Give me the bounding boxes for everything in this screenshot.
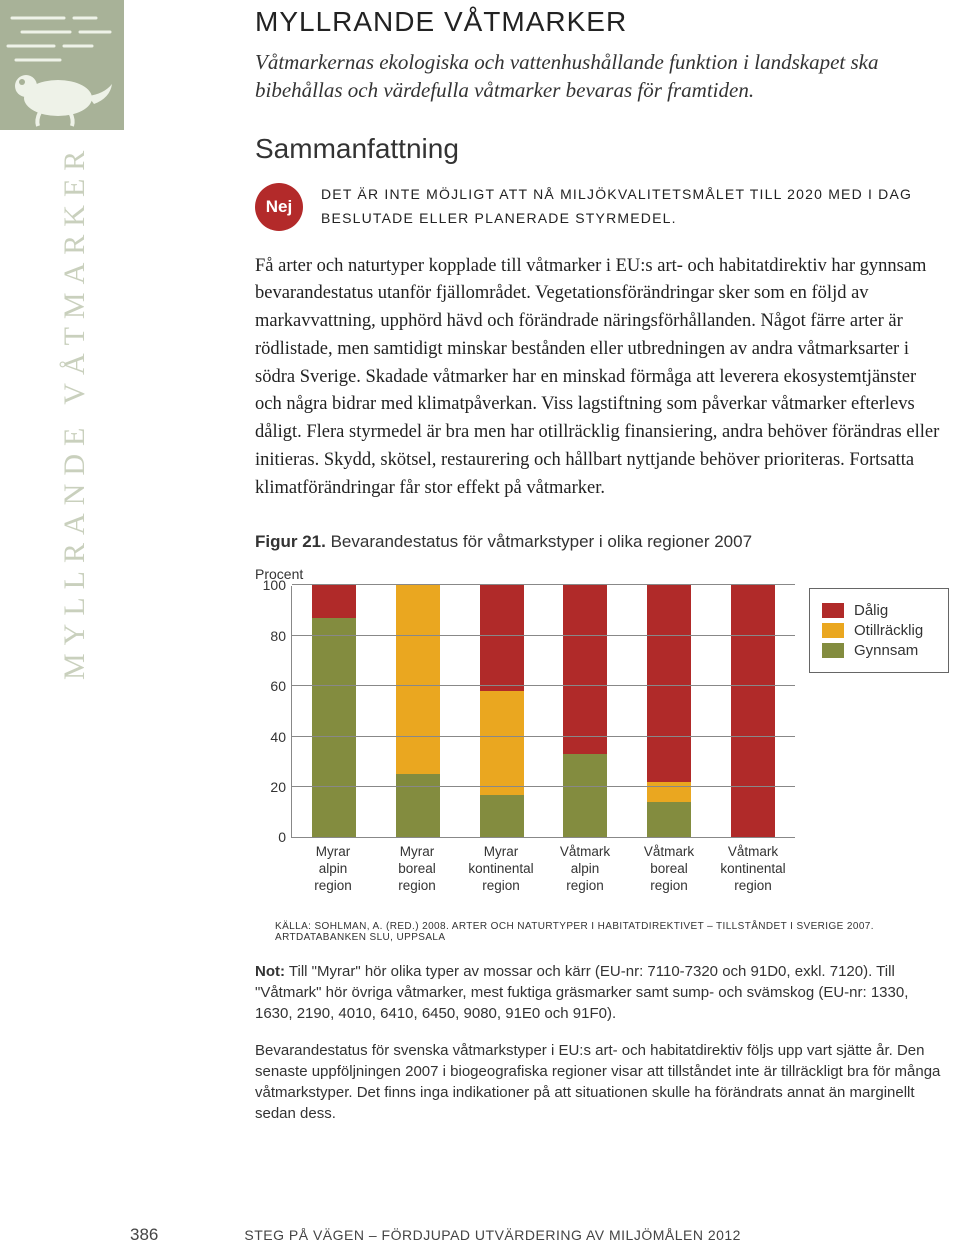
legend-swatch	[822, 623, 844, 638]
chart-gridline	[292, 635, 795, 636]
y-axis-label: Procent	[255, 566, 950, 582]
chart-xlabel: Myrarkontinentalregion	[459, 844, 543, 895]
chart-xlabel: Våtmarkkontinentalregion	[711, 844, 795, 895]
chart-bar-segment	[480, 585, 524, 691]
summary-heading: Sammanfattning	[255, 133, 950, 165]
legend-label: Gynnsam	[854, 642, 918, 659]
figure-followup: Bevarandestatus för svenska våtmarkstype…	[255, 1040, 950, 1124]
chart-area: 020406080100 MyraralpinregionMyrarboreal…	[255, 586, 795, 895]
chart-xlabel: Myrarborealregion	[375, 844, 459, 895]
figure-note-label: Not:	[255, 963, 285, 980]
legend-label: Otillräcklig	[854, 622, 923, 639]
chart-gridline	[292, 736, 795, 737]
chart-ytick: 20	[258, 779, 286, 795]
assessment-text: DET ÄR INTE MÖJLIGT ATT NÅ MILJÖKVALITET…	[321, 183, 950, 231]
assessment-row: Nej DET ÄR INTE MÖJLIGT ATT NÅ MILJÖKVAL…	[255, 183, 950, 231]
chart-bars	[292, 586, 795, 837]
chart-xlabel: Myraralpinregion	[291, 844, 375, 895]
chart-bar-segment	[647, 802, 691, 837]
chart-bar	[396, 585, 440, 837]
chart-bar-segment	[312, 618, 356, 837]
chart-bar	[647, 585, 691, 837]
chart-bar-segment	[563, 754, 607, 837]
chart-ytick: 100	[258, 577, 286, 593]
figure-note: Not: Till "Myrar" hör olika typer av mos…	[255, 961, 950, 1024]
page-title: MYLLRANDE VÅTMARKER	[255, 6, 950, 38]
chart-bar-segment	[480, 691, 524, 794]
figure-caption-text: Bevarandestatus för våtmarkstyper i olik…	[331, 532, 752, 551]
chart-bar-segment	[396, 585, 440, 774]
page-subtitle: Våtmarkernas ekologiska och vattenhushål…	[255, 48, 895, 105]
legend-swatch	[822, 603, 844, 618]
chart-bar-segment	[731, 585, 775, 837]
legend-item: Otillräcklig	[822, 622, 934, 639]
chart-bar-segment	[563, 585, 607, 754]
chart-bar	[312, 585, 356, 837]
chart-ytick: 60	[258, 678, 286, 694]
wetland-icon	[0, 0, 124, 130]
chart-bar-segment	[647, 782, 691, 802]
chart-gridline	[292, 584, 795, 585]
side-section-label: MYLLRANDE VÅTMARKER	[58, 143, 92, 680]
chart-bar-segment	[480, 795, 524, 838]
legend-item: Gynnsam	[822, 642, 934, 659]
chart-ytick: 40	[258, 729, 286, 745]
chart-xlabel: Våtmarkborealregion	[627, 844, 711, 895]
chart-bar-segment	[396, 774, 440, 837]
chart-ytick: 80	[258, 628, 286, 644]
chart-bar	[563, 585, 607, 837]
figure-source: KÄLLA: SOHLMAN, A. (RED.) 2008. ARTER OC…	[275, 921, 950, 943]
chart: 020406080100 MyraralpinregionMyrarboreal…	[255, 586, 950, 895]
page-number: 386	[130, 1225, 158, 1245]
chart-bar-segment	[312, 585, 356, 618]
body-paragraph: Få arter och naturtyper kopplade till vå…	[255, 253, 945, 503]
figure-caption: Figur 21. Bevarandestatus för våtmarksty…	[255, 532, 950, 552]
chart-x-labels: MyraralpinregionMyrarborealregionMyrarko…	[291, 844, 795, 895]
chart-gridline	[292, 786, 795, 787]
legend-item: Dålig	[822, 602, 934, 619]
chart-plot: 020406080100	[291, 586, 795, 838]
footer-text: STEG PÅ VÄGEN – FÖRDJUPAD UTVÄRDERING AV…	[244, 1227, 741, 1243]
legend-swatch	[822, 643, 844, 658]
chart-gridline	[292, 685, 795, 686]
chart-bar	[731, 585, 775, 837]
figure-label: Figur 21.	[255, 532, 326, 551]
assessment-badge: Nej	[255, 183, 303, 231]
chart-bar-segment	[647, 585, 691, 782]
chart-xlabel: Våtmarkalpinregion	[543, 844, 627, 895]
chart-bar	[480, 585, 524, 837]
main-content: MYLLRANDE VÅTMARKER Våtmarkernas ekologi…	[255, 0, 950, 1124]
page-footer: 386 STEG PÅ VÄGEN – FÖRDJUPAD UTVÄRDERIN…	[0, 1225, 960, 1245]
chart-ytick: 0	[258, 829, 286, 845]
legend-label: Dålig	[854, 602, 888, 619]
figure-note-text: Till "Myrar" hör olika typer av mossar o…	[255, 963, 908, 1022]
chart-legend: Dålig Otillräcklig Gynnsam	[809, 588, 949, 673]
